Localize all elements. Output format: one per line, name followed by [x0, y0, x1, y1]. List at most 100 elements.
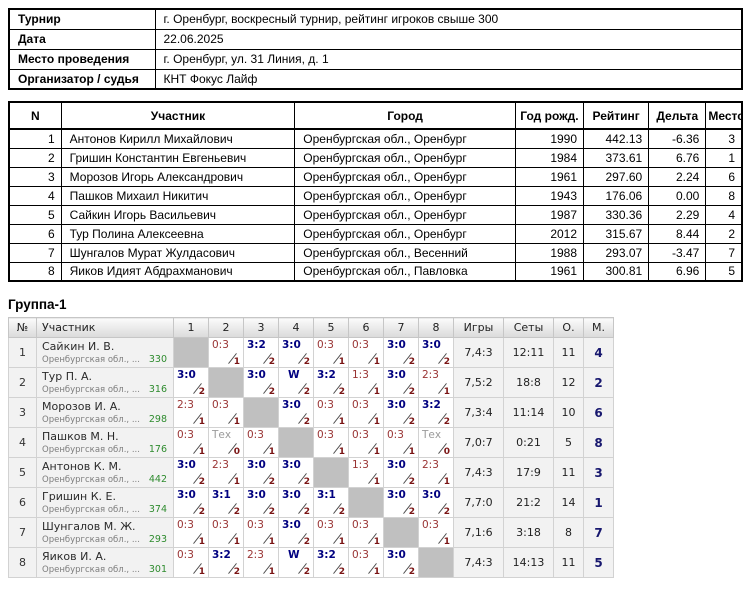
match-score: Тех: [212, 429, 232, 441]
match-score: 3:2: [317, 369, 336, 381]
self-match-cell: [173, 337, 209, 368]
match-points: 1: [198, 567, 205, 577]
participant-city: Оренбургская обл., Павловка: [294, 261, 516, 282]
participants-table: N Участник Город Год рожд. Рейтинг Дельта Мест…: [8, 101, 743, 282]
group-col-header: №: [8, 317, 37, 338]
player-rating: 442: [148, 474, 167, 485]
match-score: 0:3: [352, 549, 369, 561]
match-cell: 0:3 1: [173, 547, 209, 578]
match-points: 2: [268, 387, 275, 397]
player-rating: 316: [148, 384, 167, 395]
player-region: Оренбургская обл., ...: [42, 385, 140, 395]
match-score: 3:0: [387, 459, 406, 471]
group-row-number: 7: [8, 517, 37, 548]
info-label: Дата: [8, 28, 156, 50]
points-total-cell: 10: [553, 397, 584, 428]
player-region: Оренбургская обл., ...: [42, 445, 140, 455]
participant-place: 2: [705, 223, 743, 244]
player-subline: Оренбургская обл., ... 298: [42, 414, 169, 426]
match-points: 2: [408, 477, 415, 487]
match-points: 2: [233, 567, 240, 577]
match-points: 2: [338, 387, 345, 397]
participant-delta: 2.24: [648, 166, 707, 187]
match-points: 1: [198, 447, 205, 457]
group-col-header: Игры: [453, 317, 504, 338]
match-score: 0:3: [212, 339, 229, 351]
match-cell: 3:2 2: [418, 397, 454, 428]
place-cell: 5: [583, 547, 614, 578]
group-row: 6 Гришин К. Е. Оренбургская обл., ... 374 3:…: [8, 487, 614, 518]
player-rating: 374: [148, 504, 167, 515]
group-col-header: Сеты: [503, 317, 554, 338]
match-score: 3:0: [387, 489, 406, 501]
match-cell: 3:0 2: [243, 367, 279, 398]
group-row-number: 8: [8, 547, 37, 578]
match-points: 1: [443, 387, 450, 397]
match-points: 1: [233, 357, 240, 367]
match-points: 1: [338, 417, 345, 427]
match-score: 3:0: [387, 339, 406, 351]
player-cell: Яиков И. А. Оренбургская обл., ... 301: [36, 547, 174, 578]
player-cell: Сайкин И. В. Оренбургская обл., ... 330: [36, 337, 174, 368]
group-col-header: 8: [418, 317, 454, 338]
match-points: 2: [443, 417, 450, 427]
match-cell: 0:3 1: [313, 427, 349, 458]
match-score: 0:3: [247, 519, 264, 531]
games-cell: 7,4:3: [453, 337, 504, 368]
match-cell: 0:3 1: [173, 517, 209, 548]
match-cell: 3:0 2: [383, 397, 419, 428]
match-cell: 3:0 2: [383, 487, 419, 518]
participants-header-row: N Участник Город Год рожд. Рейтинг Дельта Мест…: [8, 101, 743, 130]
participant-year: 1990: [514, 128, 585, 149]
participant-rating: 300.81: [583, 261, 650, 282]
participant-place: 4: [705, 204, 743, 225]
match-cell: 2:3 1: [418, 367, 454, 398]
sets-cell: 21:2: [503, 487, 554, 518]
match-cell: 3:0 2: [173, 367, 209, 398]
match-score: 0:3: [177, 429, 194, 441]
match-points: 2: [303, 357, 310, 367]
player-rating: 293: [148, 534, 167, 545]
participant-name: Шунгалов Мурат Жулдасович: [60, 242, 296, 263]
match-score: 0:3: [352, 399, 369, 411]
group-col-header: О.: [553, 317, 584, 338]
match-cell: 3:0 2: [418, 487, 454, 518]
info-value: г. Оренбург, воскресный турнир, рейтинг …: [154, 8, 743, 30]
participant-rating: 373.61: [583, 147, 650, 168]
match-score: 2:3: [422, 459, 439, 471]
match-score: 0:3: [317, 429, 334, 441]
match-points: 2: [303, 477, 310, 487]
match-points: 2: [268, 507, 275, 517]
player-rating: 176: [148, 444, 167, 455]
sets-cell: 11:14: [503, 397, 554, 428]
match-points: 2: [443, 357, 450, 367]
player-name: Антонов К. М.: [42, 460, 122, 473]
participant-place: 6: [705, 166, 743, 187]
match-cell: 3:1 2: [313, 487, 349, 518]
match-score: 2:3: [422, 369, 439, 381]
participant-name: Пашков Михаил Никитич: [60, 185, 296, 206]
points-total-cell: 11: [553, 337, 584, 368]
info-row: Дата 22.06.2025: [8, 28, 743, 50]
player-subline: Оренбургская обл., ... 442: [42, 474, 169, 486]
match-cell: 3:0 2: [383, 457, 419, 488]
place-cell: 8: [583, 427, 614, 458]
match-score: 2:3: [177, 399, 194, 411]
match-points: 2: [303, 507, 310, 517]
group-col-header: 5: [313, 317, 349, 338]
match-cell: 0:3 1: [313, 517, 349, 548]
group-row-number: 6: [8, 487, 37, 518]
participant-year: 2012: [514, 223, 585, 244]
match-cell: 0:3 1: [208, 397, 244, 428]
participants-col-header: Место: [705, 101, 743, 130]
match-cell: 3:0 2: [173, 487, 209, 518]
match-points: 1: [373, 447, 380, 457]
match-score: 3:0: [282, 459, 301, 471]
match-points: 2: [198, 387, 205, 397]
self-match-cell: [278, 427, 314, 458]
player-region: Оренбургская обл., ...: [42, 565, 140, 575]
group-col-header: 4: [278, 317, 314, 338]
player-subline: Оренбургская обл., ... 316: [42, 384, 169, 396]
